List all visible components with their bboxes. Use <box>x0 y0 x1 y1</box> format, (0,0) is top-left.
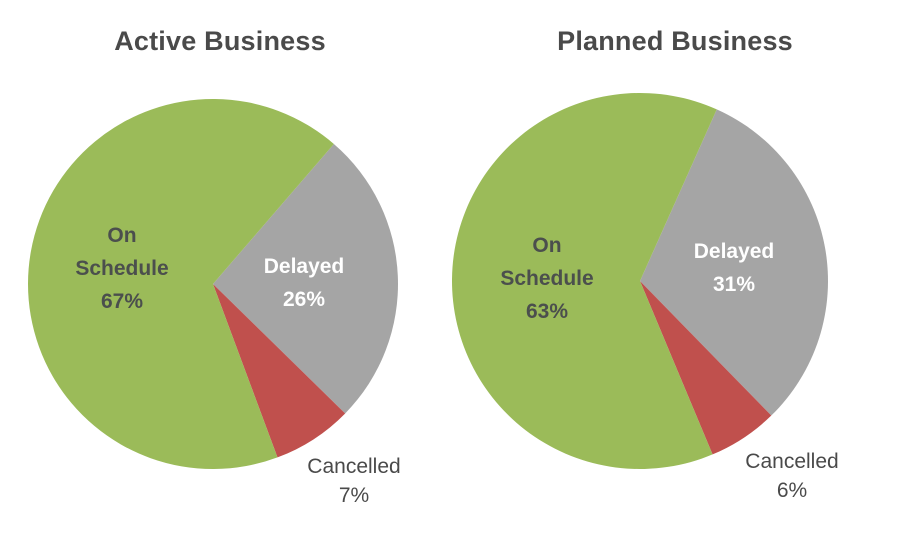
planned-cancelled-label: Cancelled 6% <box>745 450 839 502</box>
planned-on-schedule-label: On Schedule 63% <box>500 234 594 323</box>
active-on-schedule-label: On Schedule 67% <box>75 224 169 313</box>
on-schedule-slice <box>28 98 334 469</box>
cancelled-slice <box>640 281 772 455</box>
delayed-slice <box>213 143 398 414</box>
active-cancelled-label: Cancelled 7% <box>307 455 401 507</box>
active-business-title: Active Business <box>114 26 326 56</box>
on-schedule-slice <box>452 92 717 470</box>
cancelled-slice <box>213 284 346 458</box>
active-business-pie <box>28 98 398 469</box>
planned-business-pie <box>452 92 828 470</box>
planned-delayed-label: Delayed 31% <box>693 240 775 296</box>
active-delayed-label: Delayed 26% <box>263 255 345 311</box>
planned-business-title: Planned Business <box>557 26 793 56</box>
delayed-slice <box>640 109 828 416</box>
